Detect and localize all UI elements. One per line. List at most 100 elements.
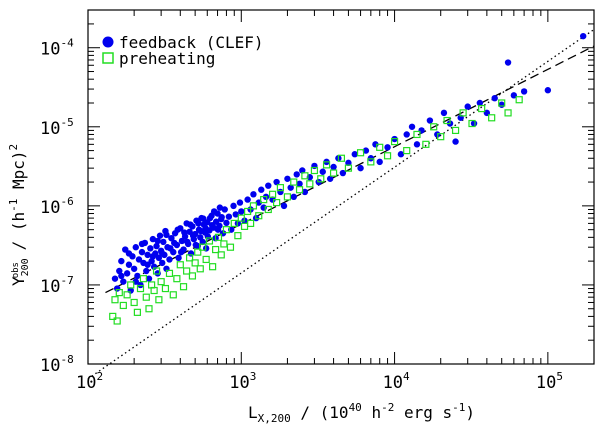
series-layer	[109, 32, 587, 325]
data-point	[132, 244, 139, 251]
data-point	[161, 284, 170, 293]
data-point	[226, 243, 235, 251]
data-point	[258, 186, 265, 193]
data-point	[426, 117, 434, 124]
data-point	[145, 305, 153, 313]
data-point	[134, 272, 141, 280]
data-point	[143, 267, 150, 275]
data-point	[138, 240, 146, 248]
data-point	[290, 178, 298, 186]
data-point	[133, 308, 141, 316]
data-point	[149, 235, 157, 243]
data-point	[283, 193, 292, 201]
data-point	[125, 261, 133, 268]
data-point	[154, 237, 161, 245]
series-preheating	[109, 96, 523, 325]
legend-marker-feedback	[102, 36, 114, 48]
y-tick-label: 10-4	[40, 37, 74, 60]
data-point	[159, 250, 166, 257]
data-point	[362, 147, 370, 154]
data-point	[205, 237, 214, 245]
data-point	[440, 109, 448, 117]
data-point	[339, 169, 347, 177]
data-point	[351, 151, 358, 158]
data-point	[113, 285, 121, 292]
data-point	[240, 222, 249, 230]
data-point	[476, 99, 484, 107]
svg-text:Y200obs / (h-1 Mpc)2: Y200obs / (h-1 Mpc)2	[7, 144, 31, 286]
data-point	[216, 204, 224, 211]
data-point	[181, 229, 188, 236]
data-point	[189, 232, 197, 239]
data-point	[273, 198, 281, 207]
data-point	[504, 59, 512, 66]
data-point	[183, 267, 191, 275]
data-point	[195, 220, 202, 227]
data-point	[192, 241, 200, 249]
data-point	[169, 291, 177, 299]
data-point	[221, 206, 228, 213]
data-point	[317, 175, 325, 183]
data-point	[250, 191, 257, 198]
data-point	[384, 144, 391, 151]
data-point	[478, 104, 486, 113]
data-point	[160, 238, 167, 246]
data-point	[144, 251, 151, 259]
data-point	[330, 163, 337, 171]
data-point	[326, 175, 334, 182]
data-point	[397, 151, 405, 158]
data-point	[170, 239, 178, 247]
data-point	[137, 281, 144, 289]
data-point	[510, 92, 518, 99]
data-point	[498, 99, 506, 107]
data-point	[290, 193, 297, 201]
data-point	[295, 186, 304, 194]
data-point	[135, 256, 143, 263]
data-point	[119, 301, 127, 310]
data-point	[194, 248, 202, 256]
data-point	[127, 281, 135, 289]
data-point	[301, 172, 309, 180]
data-point	[144, 261, 151, 268]
y-tick-label: 10-6	[40, 195, 74, 218]
data-point	[310, 166, 319, 175]
data-point	[470, 120, 478, 127]
data-point	[142, 293, 150, 301]
data-point	[163, 231, 170, 239]
data-point	[443, 116, 451, 125]
data-point	[178, 237, 186, 245]
data-point	[118, 272, 125, 280]
x-axis-title: LX,200 / (1040 h-2 erg s-1)	[248, 401, 475, 425]
data-point	[174, 226, 181, 233]
data-point	[390, 137, 399, 146]
data-point	[197, 227, 205, 235]
data-point	[260, 196, 268, 204]
data-point	[319, 168, 326, 175]
data-point	[176, 261, 184, 269]
data-point	[244, 196, 251, 203]
data-point	[199, 243, 207, 251]
data-point	[293, 171, 300, 178]
data-point	[345, 159, 352, 167]
data-point	[234, 232, 242, 240]
data-point	[153, 242, 160, 250]
data-point	[403, 131, 410, 138]
data-point	[145, 275, 153, 282]
data-point	[452, 138, 459, 145]
data-point	[212, 245, 220, 254]
y-tick-label: 10-5	[40, 116, 74, 139]
data-point	[210, 208, 218, 215]
data-point	[301, 188, 309, 196]
data-point	[150, 286, 158, 295]
data-point	[376, 158, 383, 166]
data-point	[299, 167, 306, 174]
data-point	[306, 180, 314, 188]
data-point	[337, 154, 346, 162]
data-point	[177, 248, 185, 256]
data-point	[147, 245, 154, 252]
x-tick-label: 102	[76, 370, 103, 393]
data-point	[367, 155, 375, 162]
data-point	[166, 256, 173, 263]
data-point	[260, 204, 267, 211]
